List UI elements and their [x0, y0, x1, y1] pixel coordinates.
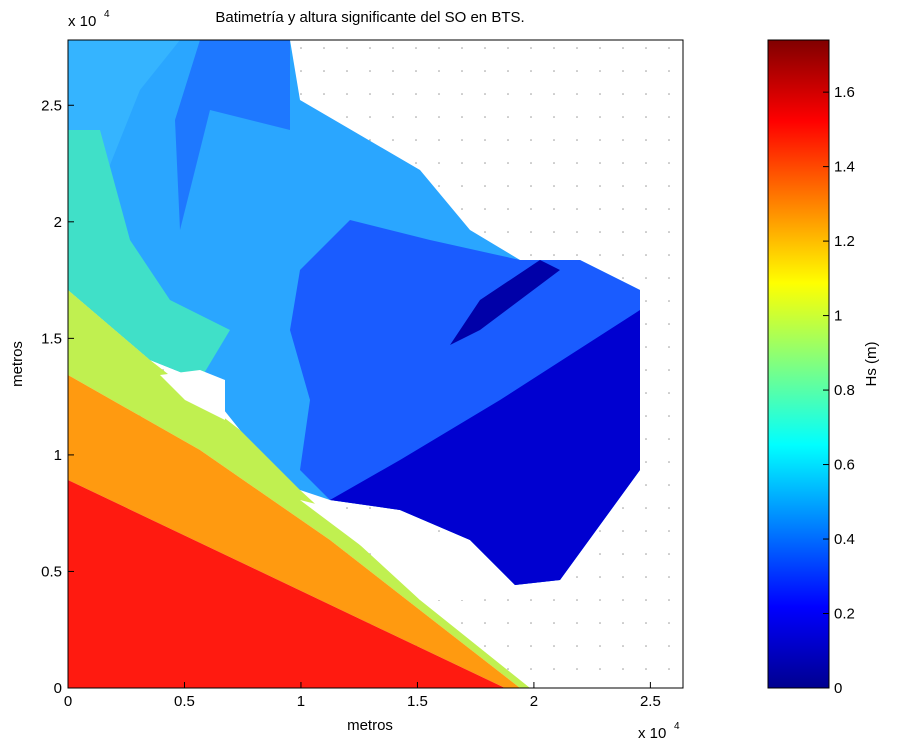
x-tick-label: 0.5: [174, 693, 195, 710]
colorbar-tick-label: 0.8: [834, 382, 855, 399]
x-tick-label: 2.5: [640, 693, 661, 710]
colorbar-tick-label: 1.2: [834, 233, 855, 250]
y-tick-label: 0.5: [41, 563, 62, 580]
x-tick-label: 1.5: [407, 693, 428, 710]
colorbar-tick-label: 1.4: [834, 159, 855, 176]
colorbar-label: Hs (m): [863, 342, 880, 387]
y-tick-label: 2.5: [41, 97, 62, 114]
x-tick-label: 1: [297, 693, 305, 710]
colorbar-tick-label: 0.6: [834, 457, 855, 474]
colorbar-tick-label: 1: [834, 308, 842, 325]
x-exponent: x 10: [638, 725, 666, 742]
colorbar: [768, 40, 829, 688]
x-axis-label: metros: [347, 717, 393, 734]
colorbar-tick-label: 0: [834, 680, 842, 697]
y-tick-label: 0: [54, 680, 62, 697]
x-tick-label: 0: [64, 693, 72, 710]
colorbar-tick-label: 0.4: [834, 531, 855, 548]
x-exponent-power: 4: [674, 721, 680, 732]
colorbar-tick-label: 0.2: [834, 606, 855, 623]
y-tick-label: 1: [54, 447, 62, 464]
chart-title: Batimetría y altura significante del SO …: [215, 9, 524, 26]
y-exponent: x 10: [68, 13, 96, 30]
colorbar-tick-label: 1.6: [834, 84, 855, 101]
x-tick-label: 2: [530, 693, 538, 710]
y-tick-label: 1.5: [41, 330, 62, 347]
chart: Batimetría y altura significante del SO …: [0, 0, 912, 744]
y-exponent-power: 4: [104, 9, 110, 20]
y-axis-label: metros: [9, 341, 26, 387]
y-tick-label: 2: [54, 214, 62, 231]
